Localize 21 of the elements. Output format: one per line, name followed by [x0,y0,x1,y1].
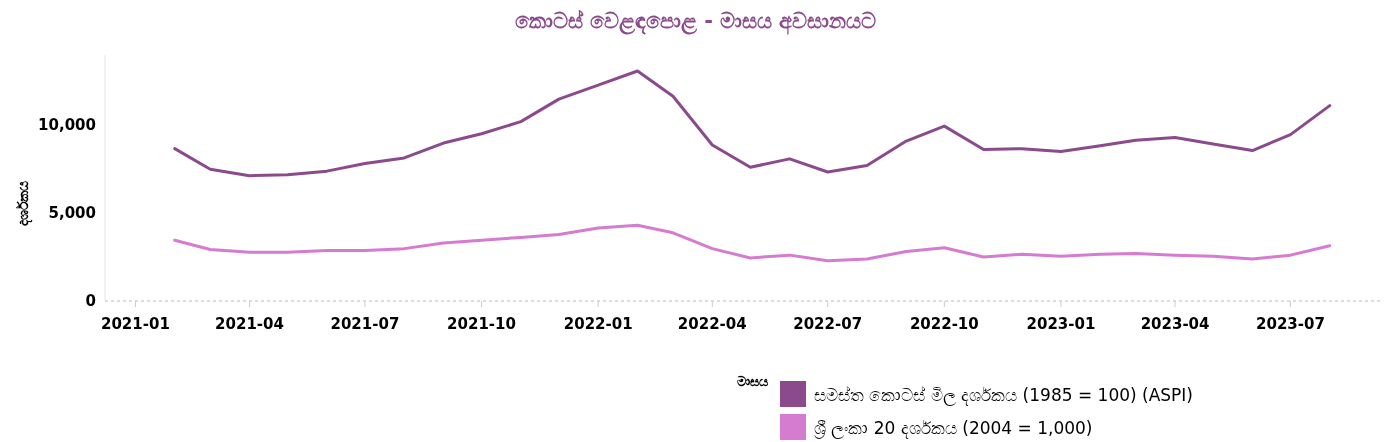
y-tick-label: 10,000 [38,116,96,135]
legend-label: ශ්‍රී ලංකා 20 දර්ශකය (2004 = 1,000) [814,418,1093,439]
x-tick-label: 2021-04 [215,315,284,333]
legend-label: සමස්ත කොටස් මිල දර්ශකය (1985 = 100) (ASPI) [814,385,1193,406]
x-tick-label: 2022-01 [563,315,633,333]
x-tick-label: 2022-07 [793,315,863,333]
x-tick-label: 2023-04 [1140,315,1210,333]
x-tick-label: 2022-10 [909,315,979,333]
y-tick-label: 0 [85,292,96,310]
line-series [173,69,1332,178]
x-tick-label: 2021-01 [101,315,170,333]
x-tick-label: 2021-07 [330,315,400,333]
chart-title: කොටස් වෙළඳපොළ - මාසය අවසානයට [514,9,877,35]
y-tick-label: 5,000 [48,204,96,223]
line-series [173,223,1332,263]
x-axis-title: මාසය [737,374,769,389]
x-tick-label: 2022-04 [677,315,747,333]
y-axis-title: දර්ශකය [15,180,33,226]
x-tick-label: 2023-07 [1256,315,1325,333]
x-tick-label: 2021-10 [447,315,516,333]
x-tick-label: 2023-01 [1026,315,1096,333]
